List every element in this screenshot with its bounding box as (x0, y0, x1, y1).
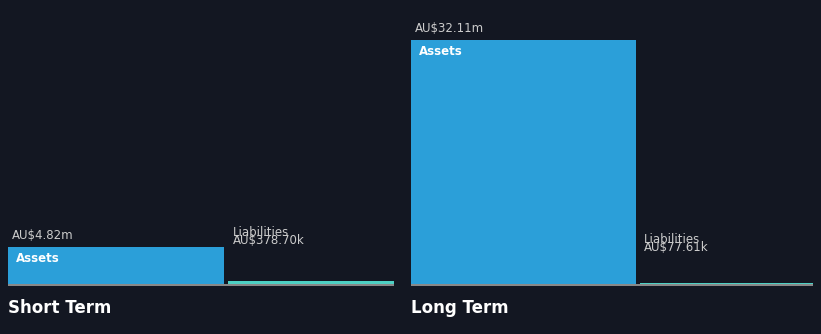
Text: Assets: Assets (16, 252, 60, 265)
Text: AU$4.82m: AU$4.82m (12, 229, 74, 242)
Text: Assets: Assets (419, 45, 462, 58)
Text: Liabilities: Liabilities (232, 226, 289, 239)
Text: Short Term: Short Term (8, 299, 112, 317)
Text: Long Term: Long Term (410, 299, 508, 317)
Text: Liabilities: Liabilities (644, 233, 700, 246)
Text: AU$77.61k: AU$77.61k (644, 241, 709, 255)
Text: AU$32.11m: AU$32.11m (415, 22, 484, 35)
Text: AU$378.70k: AU$378.70k (232, 234, 305, 247)
